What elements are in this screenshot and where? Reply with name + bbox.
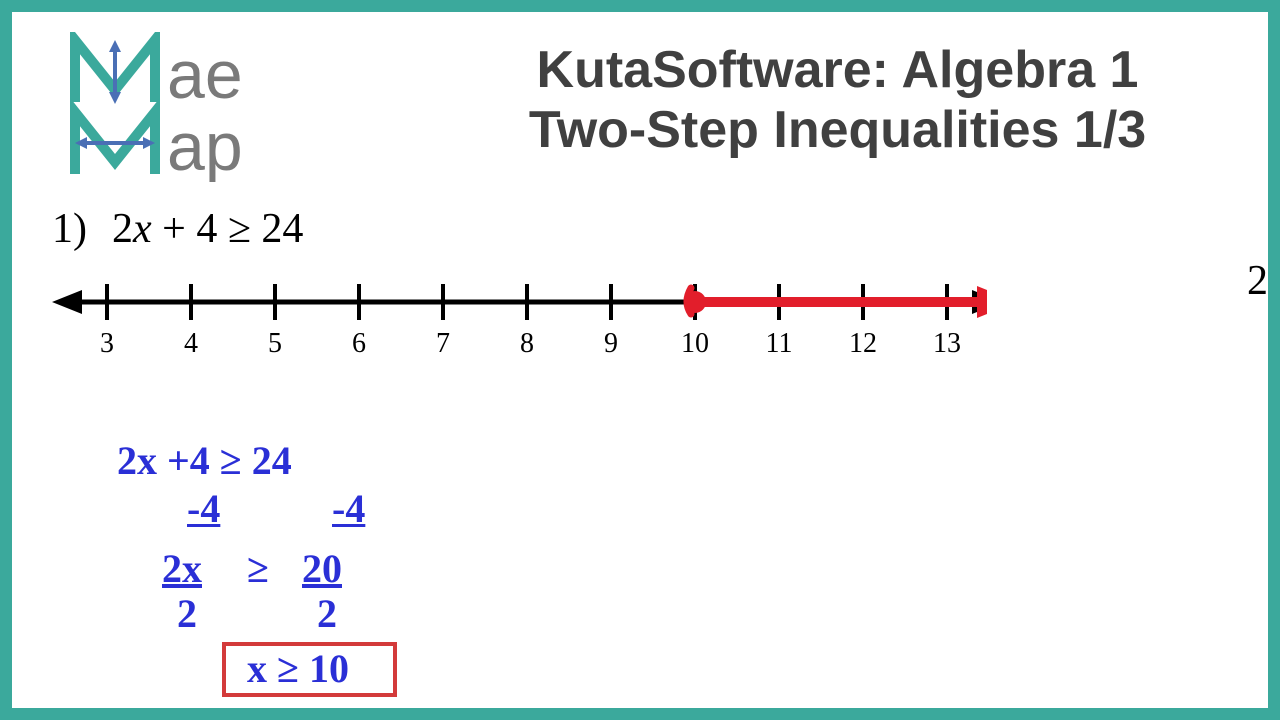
logo-area: ae ap <box>12 12 427 187</box>
logo-ap: ap <box>167 109 243 182</box>
work-div-left-den: 2 <box>177 590 197 637</box>
work-div-right-den: 2 <box>317 590 337 637</box>
variable: x <box>133 206 152 252</box>
answer-text: x ≥ 10 <box>247 645 349 692</box>
work-div-left-num: 2x <box>162 545 202 592</box>
svg-text:6: 6 <box>352 328 366 359</box>
problem-number: 1) <box>52 205 87 253</box>
coef: 2 <box>112 206 133 252</box>
work-sub-right: -4 <box>332 485 365 532</box>
maemap-logo: ae ap <box>67 32 407 187</box>
rest: + 4 ≥ 24 <box>152 206 304 252</box>
svg-text:10: 10 <box>681 328 709 359</box>
title-area: KutaSoftware: Algebra 1 Two-Step Inequal… <box>427 12 1268 187</box>
work-geq: ≥ <box>247 545 269 592</box>
svg-text:4: 4 <box>184 328 198 359</box>
svg-text:8: 8 <box>520 328 534 359</box>
title-line-1: KutaSoftware: Algebra 1 <box>537 40 1139 100</box>
work-sub-left: -4 <box>187 485 220 532</box>
work-div-right-num: 20 <box>302 545 342 592</box>
svg-text:5: 5 <box>268 328 282 359</box>
svg-text:3: 3 <box>100 328 114 359</box>
svg-text:7: 7 <box>436 328 450 359</box>
partial-next-problem: 2 <box>1247 257 1268 305</box>
svg-text:13: 13 <box>933 328 961 359</box>
svg-text:12: 12 <box>849 328 877 359</box>
logo-ae: ae <box>167 37 243 113</box>
problem-inequality: 2x + 4 ≥ 24 <box>112 205 303 253</box>
number-line: 3 4 5 6 7 8 9 10 11 12 13 <box>47 272 987 372</box>
svg-text:9: 9 <box>604 328 618 359</box>
title-line-2: Two-Step Inequalities 1/3 <box>529 100 1146 160</box>
work-line-1: 2x +4 ≥ 24 <box>117 437 292 484</box>
svg-text:11: 11 <box>766 328 793 359</box>
